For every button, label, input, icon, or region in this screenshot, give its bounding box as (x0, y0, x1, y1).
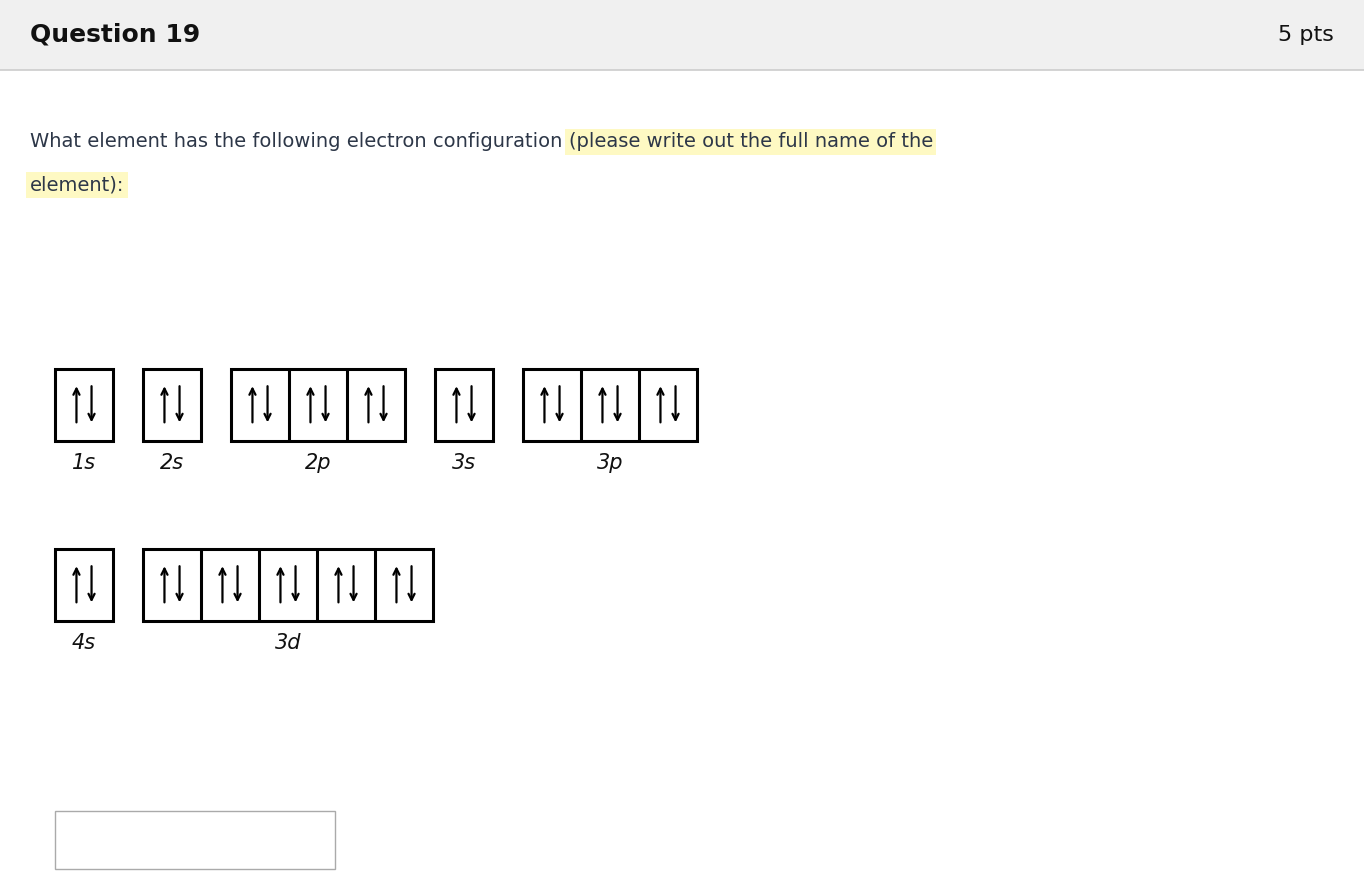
Text: Question 19: Question 19 (30, 23, 201, 47)
Text: 2s: 2s (160, 453, 184, 473)
Text: 2p: 2p (304, 453, 331, 473)
Text: (please write out the full name of the: (please write out the full name of the (569, 133, 933, 151)
Bar (143, 549, 432, 621)
Bar (55, 369, 113, 441)
Text: What element has the following electron configuration: What element has the following electron … (30, 133, 569, 151)
Bar (143, 369, 201, 441)
Text: 3p: 3p (596, 453, 623, 473)
Bar (435, 369, 492, 441)
Text: 4s: 4s (72, 633, 95, 653)
Text: 1s: 1s (72, 453, 95, 473)
Bar (0, 0, 1364, 70)
Text: 5 pts: 5 pts (1278, 25, 1334, 45)
Bar (231, 369, 405, 441)
Text: 3d: 3d (274, 633, 301, 653)
Text: element):: element): (30, 175, 124, 195)
Bar (522, 369, 697, 441)
Text: 3s: 3s (451, 453, 476, 473)
Bar (55, 549, 113, 621)
Bar (55, 811, 336, 869)
